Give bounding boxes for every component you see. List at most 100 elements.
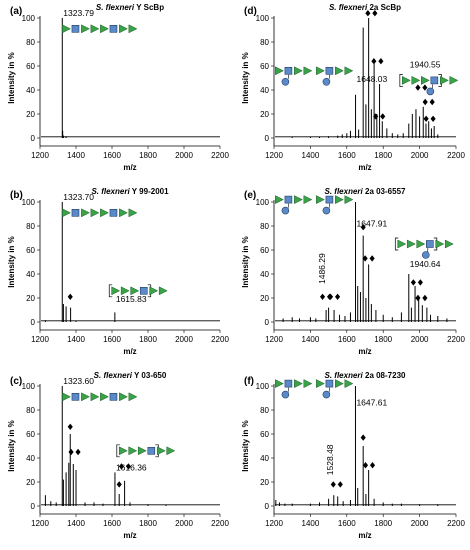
- panel-title-rest: Y 99-2001: [130, 187, 169, 196]
- glucose-circle-mark: [426, 87, 435, 96]
- diamond-marker: [335, 293, 341, 300]
- y-tick-label: 60: [26, 246, 35, 255]
- rhamnose-triangle-mark: [156, 446, 166, 456]
- panel-title-italic: S. flexneri: [94, 371, 133, 380]
- glucose-circle-mark: [322, 390, 331, 399]
- panel-title-italic: S. flexneri: [96, 3, 135, 12]
- y-tick-label: 80: [26, 222, 35, 231]
- x-axis-label: m/z: [358, 347, 371, 356]
- panel-b: (b) S. flexneri Y 99-2001 0 20 40 60 80 100 1200…: [7, 187, 229, 356]
- glucose-circle-mark: [281, 206, 290, 215]
- x-tick-label: 2000: [411, 151, 429, 160]
- rhamnose-triangle-mark: [130, 286, 140, 296]
- panel-title-rest: 2a 03-6557: [363, 187, 406, 196]
- panel-label: (f): [244, 376, 254, 387]
- diamond-marker: [423, 115, 429, 122]
- glcnac-square-mark: [71, 24, 80, 33]
- x-tick-label: 2200: [447, 335, 465, 344]
- panel-c: (c) S. flexneri Y 03-650 0 20 40 60 80 100 1200 1…: [7, 371, 229, 540]
- rhamnose-triangle-mark: [100, 208, 109, 218]
- rhamnose-triangle-mark: [440, 75, 449, 85]
- rhamnose-triangle-mark: [444, 239, 454, 249]
- diamond-marker: [371, 58, 377, 65]
- repeat-bracket-left-mark: [116, 444, 120, 458]
- x-tick-label: 1400: [67, 519, 85, 528]
- x-tick-label: 1600: [103, 519, 121, 528]
- glcnac-square-mark: [109, 24, 118, 33]
- panel-title: S. flexneri 2a 03-6557: [325, 187, 407, 196]
- diamond-marker: [68, 448, 74, 456]
- y-tick-label: 60: [260, 246, 269, 255]
- peak-label: 1647.61: [356, 398, 387, 408]
- rhamnose-triangle-mark: [411, 75, 421, 85]
- x-tick-label: 2200: [211, 519, 229, 528]
- y-tick-label: 0: [31, 318, 36, 327]
- glcnac-square-mark: [430, 76, 439, 85]
- x-axis-label: m/z: [358, 531, 371, 540]
- rhamnose-triangle-mark: [416, 239, 426, 249]
- x-axis-label: m/z: [123, 531, 136, 540]
- rhamnose-triangle-mark: [119, 24, 128, 34]
- panel-title-rest: Y 03-650: [132, 371, 167, 380]
- glucose-circle-mark: [421, 251, 430, 259]
- x-tick-label: 1600: [338, 519, 356, 528]
- rhamnose-triangle-mark: [119, 392, 128, 402]
- x-tick-label: 2200: [211, 151, 229, 160]
- glcnac-square-mark: [325, 379, 334, 388]
- panel-e: (e) S. flexneri 2a 03-6557 0 20 40 60 80 100 120…: [241, 187, 465, 356]
- diamond-marker: [365, 10, 371, 17]
- rhamnose-triangle-mark: [118, 446, 128, 456]
- rhamnose-triangle-mark: [316, 379, 325, 389]
- panel-title: S. flexneri 2a 08-7230: [325, 371, 407, 380]
- y-tick-label: 100: [22, 382, 36, 391]
- glycan-structure: [116, 444, 176, 458]
- diamond-marker: [417, 279, 423, 286]
- glcnac-square-mark: [147, 446, 156, 455]
- rhamnose-triangle-mark: [402, 75, 411, 85]
- peak-label: 1940.55: [410, 60, 441, 70]
- x-tick-label: 1400: [67, 151, 85, 160]
- rhamnose-triangle-mark: [90, 208, 100, 218]
- diamond-marker: [360, 434, 366, 441]
- y-tick-label: 0: [31, 134, 36, 143]
- x-tick-label: 1600: [338, 151, 356, 160]
- rhamnose-triangle-mark: [406, 239, 416, 249]
- rhamnose-triangle-mark: [303, 195, 313, 205]
- y-tick-label: 60: [260, 62, 269, 71]
- glycan-structure: [62, 24, 138, 34]
- y-tick-label: 0: [265, 134, 270, 143]
- panel-label: (b): [10, 190, 23, 201]
- y-axis-label: Intensity in %: [7, 236, 16, 288]
- x-tick-label: 2000: [175, 151, 193, 160]
- rhamnose-triangle-mark: [344, 195, 354, 205]
- x-tick-label: 1400: [302, 335, 320, 344]
- rhamnose-triangle-mark: [81, 208, 90, 218]
- panel-d: (d) S. flexneri 2a ScBp 0 20 40 60 80 100 1200 14…: [241, 3, 465, 172]
- rhamnose-triangle-mark: [303, 66, 313, 76]
- rhamnose-triangle-mark: [62, 392, 71, 402]
- y-tick-label: 80: [26, 406, 35, 415]
- x-tick-label: 2200: [447, 519, 465, 528]
- diamond-marker: [429, 98, 435, 106]
- peak-label: 1648.03: [357, 74, 388, 84]
- panel-title-italic: S. flexneri: [91, 187, 130, 196]
- glycan-structure: [275, 195, 354, 215]
- y-axis-label: Intensity in %: [241, 52, 250, 104]
- glycan-structure: [62, 208, 138, 218]
- diamond-marker: [378, 58, 384, 65]
- diamond-marker: [125, 463, 132, 470]
- diamond-marker: [330, 481, 336, 488]
- rhamnose-triangle-mark: [344, 66, 354, 76]
- panel-f: (f) S. flexneri 2a 08-7230 0 20 40 60 80 100 120…: [241, 371, 465, 540]
- diamond-marker: [67, 423, 73, 430]
- diamond-marker: [75, 448, 81, 456]
- x-tick-label: 1800: [139, 335, 157, 344]
- rhamnose-triangle-mark: [81, 24, 90, 34]
- y-tick-label: 40: [26, 86, 35, 95]
- y-tick-label: 20: [260, 478, 269, 487]
- rhamnose-triangle-mark: [149, 286, 159, 296]
- glcnac-square-mark: [109, 392, 118, 401]
- x-tick-label: 1200: [265, 519, 283, 528]
- x-tick-label: 1800: [139, 151, 157, 160]
